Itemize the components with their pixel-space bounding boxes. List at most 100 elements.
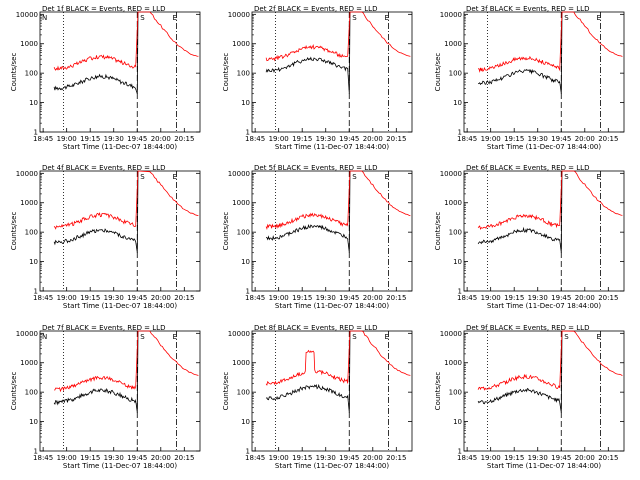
y-axis-label: Counts/sec <box>434 372 442 411</box>
y-tick-label: 10 <box>241 258 250 266</box>
y-axis-label: Counts/sec <box>222 53 230 92</box>
y-tick-label: 10 <box>29 258 38 266</box>
y-tick-label: 100 <box>237 70 250 78</box>
x-axis-label: Start Time (11-Dec-07 18:44:00) <box>487 143 601 151</box>
lld-series-line <box>478 11 623 73</box>
marker-n: N <box>42 14 47 22</box>
x-tick-label: 19:00 <box>269 454 289 462</box>
y-axis-label: Counts/sec <box>434 212 442 251</box>
y-axis-label: Counts/sec <box>10 212 18 251</box>
y-tick-label: 10000 <box>16 11 38 19</box>
x-tick-label: 19:30 <box>104 135 124 143</box>
x-tick-label: 19:00 <box>57 294 77 302</box>
x-tick-label: 18:45 <box>457 294 477 302</box>
lld-series-line <box>265 11 411 62</box>
y-tick-label: 1 <box>34 288 38 296</box>
x-tick-label: 19:00 <box>269 294 289 302</box>
events-series-line <box>265 330 351 413</box>
x-tick-label: 20:15 <box>386 135 406 143</box>
x-tick-label: 19:15 <box>504 454 524 462</box>
x-axis-label: Start Time (11-Dec-07 18:44:00) <box>487 302 601 310</box>
y-tick-label: 10000 <box>440 170 462 178</box>
marker-s: S <box>352 14 357 22</box>
events-series-line <box>53 330 139 413</box>
marker-e: E <box>172 173 176 181</box>
y-tick-label: 1 <box>246 129 250 137</box>
y-tick-label: 1000 <box>232 359 250 367</box>
events-series-line <box>477 170 563 253</box>
y-tick-label: 1000 <box>444 359 462 367</box>
x-tick-label: 19:45 <box>551 294 571 302</box>
x-tick-label: 20:15 <box>174 454 194 462</box>
x-tick-label: 19:15 <box>80 454 100 462</box>
events-series-line <box>265 11 351 94</box>
x-tick-label: 20:15 <box>598 454 618 462</box>
x-tick-label: 20:15 <box>598 294 618 302</box>
x-axis-label: Start Time (11-Dec-07 18:44:00) <box>487 462 601 470</box>
plot-frame <box>251 170 413 292</box>
detector-panel-8: Det 8f BLACK = Events, RED = LLD 1 10 100 10… <box>222 324 413 470</box>
x-tick-label: 19:00 <box>57 135 77 143</box>
y-tick-label: 1 <box>458 129 462 137</box>
x-tick-label: 20:00 <box>151 454 171 462</box>
x-tick-label: 19:30 <box>104 294 124 302</box>
lld-series-line <box>53 11 199 71</box>
y-tick-label: 1 <box>458 288 462 296</box>
lld-series-line <box>265 330 411 386</box>
x-tick-label: 19:00 <box>481 135 501 143</box>
x-tick-label: 19:30 <box>316 294 336 302</box>
y-tick-label: 1 <box>458 448 462 456</box>
plot-frame <box>39 330 201 452</box>
x-tick-label: 19:30 <box>528 294 548 302</box>
detector-panel-6: Det 6f BLACK = Events, RED = LLD 1 10 100 10… <box>434 164 625 310</box>
y-tick-label: 1000 <box>20 199 38 207</box>
x-tick-label: 19:30 <box>528 454 548 462</box>
events-series-line <box>478 11 563 94</box>
y-tick-label: 1000 <box>232 40 250 48</box>
y-tick-label: 1000 <box>444 40 462 48</box>
x-axis-label: Start Time (11-Dec-07 18:44:00) <box>63 143 177 151</box>
x-tick-label: 18:45 <box>245 135 265 143</box>
marker-s: S <box>140 173 145 181</box>
x-tick-label: 19:15 <box>80 294 100 302</box>
x-tick-label: 20:15 <box>598 135 618 143</box>
marker-s: S <box>352 173 357 181</box>
y-tick-label: 1000 <box>20 359 38 367</box>
panel-title: Det 9f BLACK = Events, RED = LLD <box>466 324 589 332</box>
x-tick-label: 19:15 <box>292 294 312 302</box>
x-tick-label: 19:15 <box>80 135 100 143</box>
y-tick-label: 1 <box>246 288 250 296</box>
x-axis-label: Start Time (11-Dec-07 18:44:00) <box>63 302 177 310</box>
y-tick-label: 100 <box>449 229 462 237</box>
x-tick-label: 18:45 <box>245 294 265 302</box>
lld-series-line <box>53 170 199 230</box>
x-tick-label: 19:30 <box>316 135 336 143</box>
x-axis-label: Start Time (11-Dec-07 18:44:00) <box>275 462 389 470</box>
lld-series-line <box>477 330 623 391</box>
x-tick-label: 20:15 <box>174 135 194 143</box>
lld-series-line <box>265 170 411 230</box>
y-tick-label: 10 <box>241 418 250 426</box>
marker-s: S <box>352 333 357 341</box>
events-series-line <box>53 11 139 94</box>
plot-frame <box>463 11 625 133</box>
marker-s: S <box>564 173 569 181</box>
panel-title: Det 3f BLACK = Events, RED = LLD <box>466 5 589 13</box>
y-axis-label: Counts/sec <box>10 372 18 411</box>
marker-s: S <box>564 333 569 341</box>
y-tick-label: 10000 <box>228 11 250 19</box>
detector-panel-3: Det 3f BLACK = Events, RED = LLD 1 10 100 10… <box>434 5 625 151</box>
y-tick-label: 100 <box>25 70 38 78</box>
x-tick-label: 19:00 <box>57 454 77 462</box>
marker-s: S <box>564 14 569 22</box>
y-tick-label: 100 <box>237 389 250 397</box>
x-tick-label: 20:00 <box>363 454 383 462</box>
marker-e: E <box>384 173 388 181</box>
x-tick-label: 18:45 <box>457 135 477 143</box>
marker-e: E <box>384 14 388 22</box>
marker-e: E <box>172 333 176 341</box>
x-tick-label: 20:00 <box>575 454 595 462</box>
x-tick-label: 19:30 <box>104 454 124 462</box>
x-tick-label: 20:15 <box>386 294 406 302</box>
